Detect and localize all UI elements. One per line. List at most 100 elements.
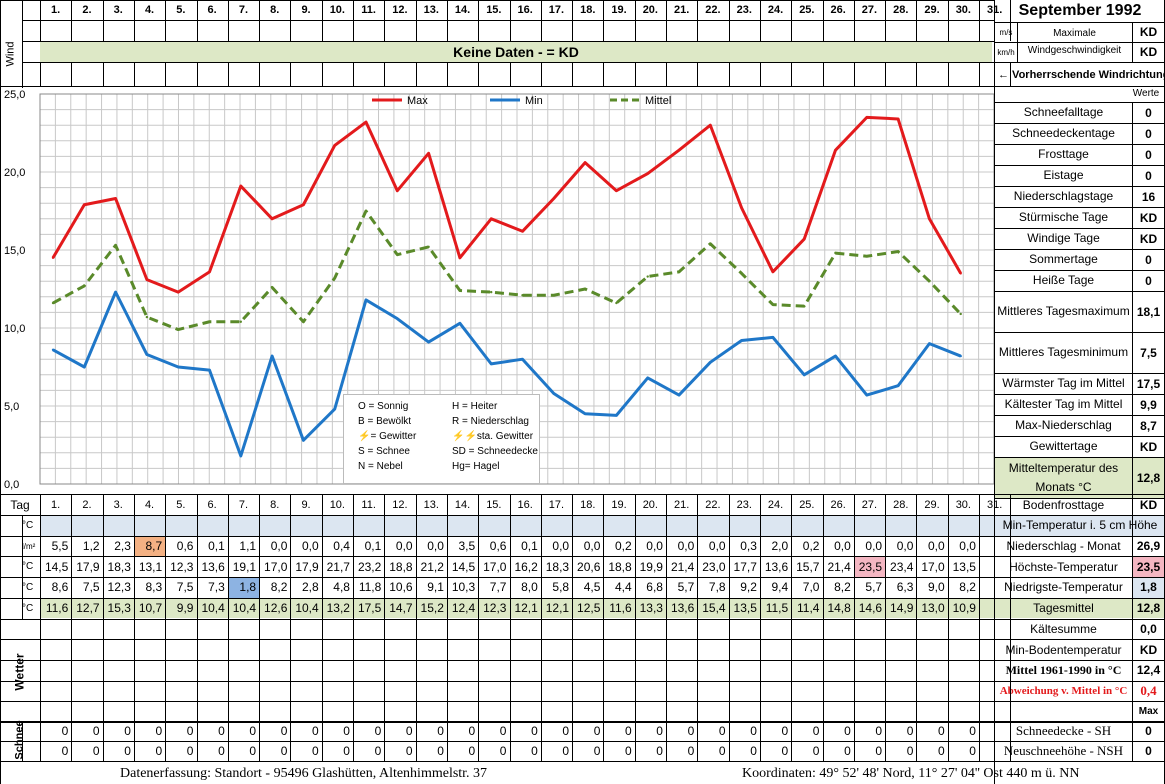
extra-row-label: [995, 701, 1132, 722]
table-cell: 9,0: [928, 580, 945, 595]
table-day-header: 7.: [238, 498, 249, 511]
stat-label: Gewittertage: [1029, 439, 1098, 453]
snow-cell: 0: [468, 744, 476, 758]
table-cell: 18,8: [608, 559, 632, 574]
grid-line: [0, 0, 995, 1]
table-cell: 5,5: [51, 539, 69, 554]
grid-line: [0, 701, 1165, 702]
grid-line: [22, 20, 995, 21]
grid-line: [228, 494, 229, 761]
weather-legend-item: S = Schnee: [358, 446, 410, 457]
table-day-header: 16.: [517, 498, 533, 511]
table-day-header: 18.: [580, 498, 596, 511]
grid-line: [995, 498, 1165, 499]
snow-cell: 0: [593, 744, 601, 758]
grid-line: [71, 62, 72, 86]
data-point-min: [177, 365, 180, 369]
grid-line: [447, 494, 448, 761]
stat-value: KD: [1139, 210, 1158, 225]
table-cell: 6,3: [896, 580, 914, 595]
grid-line: [760, 494, 761, 761]
day-header-cell: 9.: [301, 4, 311, 16]
table-day-header: 10.: [329, 498, 345, 511]
grid-line: [885, 494, 886, 761]
data-point-mittel: [490, 290, 493, 294]
data-point-min: [834, 354, 837, 358]
grid-line: [995, 228, 1165, 229]
data-point-mittel: [896, 250, 900, 253]
table-cell: 17,9: [295, 559, 319, 574]
snow-cell: 0: [656, 724, 663, 738]
day-header-cell: 21.: [674, 4, 690, 16]
snow-cell: 0: [562, 724, 570, 738]
table-cell: 0,1: [521, 539, 538, 554]
grid-line: [0, 681, 1165, 682]
snow-cell: 0: [687, 744, 695, 758]
stat-value: KD: [1139, 439, 1158, 454]
grid-line: [995, 42, 1165, 43]
weather-legend-item: O = Sonnig: [358, 401, 408, 412]
snow-cell: 0: [750, 724, 757, 738]
grid-line: [916, 62, 917, 86]
grid-line: [353, 62, 354, 86]
max-wind-ms-value: KD: [1139, 25, 1158, 39]
grid-line: [995, 186, 1165, 187]
y-tick-label: 25,0: [4, 89, 25, 101]
grid-line: [979, 494, 980, 761]
grid-line: [994, 0, 995, 784]
series-line-mittel: [52, 209, 962, 332]
grid-line: [0, 0, 1, 784]
extra-row-label: Kältesumme: [1030, 621, 1097, 636]
grid-line: [995, 165, 1165, 166]
grid-line: [228, 62, 229, 86]
table-day-header: 5.: [176, 498, 186, 511]
snow-cell: 0: [844, 744, 851, 758]
table-cell: 10,6: [389, 580, 413, 595]
stat-value: KD: [1139, 231, 1158, 246]
row-unit: °C: [22, 519, 34, 531]
data-point-min: [114, 290, 117, 294]
snow-cell: 0: [405, 724, 413, 738]
table-cell: 21,7: [326, 559, 350, 574]
weather-legend-text: SD = Schneedecke: [452, 446, 538, 457]
data-point-max: [51, 256, 55, 259]
table-cell: 4,8: [333, 580, 350, 595]
grid-line: [0, 577, 1165, 578]
table-cell: 2,3: [114, 539, 131, 554]
data-point-min: [364, 298, 368, 302]
grid-line: [729, 494, 730, 761]
data-point-min: [677, 393, 681, 397]
weather-legend-item: Hg= Hagel: [452, 461, 500, 472]
data-point-min: [583, 412, 587, 415]
grid-line: [0, 741, 1165, 742]
table-cell: 2,0: [771, 539, 789, 554]
data-point-max: [239, 184, 242, 188]
table-cell: 0,0: [427, 539, 444, 554]
day-header-cell: 18.: [580, 4, 596, 16]
weather-legend-item: ⚡⚡sta. Gewitter: [452, 431, 533, 442]
data-point-max: [803, 237, 806, 241]
table-cell: 11,6: [45, 601, 69, 616]
table-day-header: 8.: [270, 498, 280, 511]
grid-line: [995, 270, 1165, 271]
data-point-mittel: [302, 320, 305, 323]
snow-cell: 0: [906, 724, 914, 738]
stat-value: 0: [1145, 147, 1152, 162]
data-point-mittel: [646, 275, 649, 278]
weather-legend-text: Hg= Hagel: [452, 461, 500, 472]
row-summary-value: 12,8: [1132, 597, 1165, 619]
grid-line: [948, 494, 949, 761]
grid-line: [854, 62, 855, 86]
grid-line: [0, 619, 1165, 620]
stat-label: Sommertage: [1029, 252, 1098, 266]
snow-label: Neuschneehöhe - NSH: [1003, 743, 1124, 758]
data-point-mittel: [740, 272, 743, 275]
thunderstorm-icon: ⚡: [358, 431, 371, 442]
data-point-mittel: [709, 242, 712, 245]
snow-cell: 0: [92, 724, 100, 738]
data-point-max: [521, 230, 524, 233]
table-cell: 17,0: [264, 559, 288, 574]
day-header-cell: 13.: [423, 4, 439, 16]
table-day-header: 27.: [861, 498, 878, 511]
table-cell: 21,4: [827, 559, 851, 574]
